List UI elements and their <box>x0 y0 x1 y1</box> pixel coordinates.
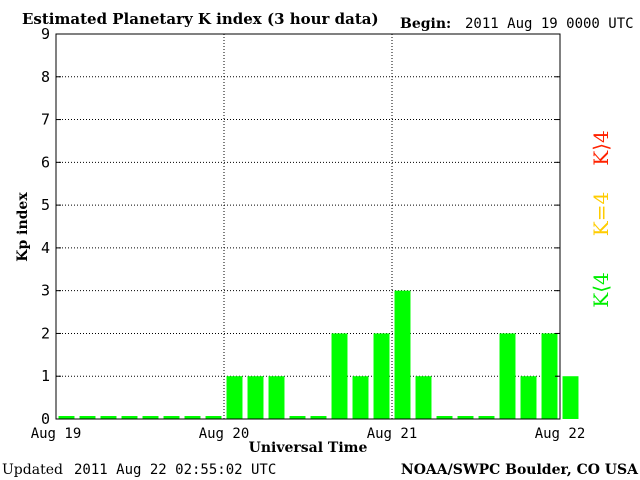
y-tick-label: 2 <box>41 324 50 342</box>
updated-value: 2011 Aug 22 02:55:02 UTC <box>74 462 276 478</box>
kp-bar <box>121 416 138 419</box>
legend-below-4: K⟨4 <box>589 272 613 307</box>
x-tick-label: Aug 19 <box>31 426 82 442</box>
kp-bar <box>415 376 432 419</box>
kp-bar <box>373 333 390 419</box>
kp-bar <box>436 416 453 419</box>
updated-label: Updated <box>2 462 63 478</box>
kp-bar <box>100 416 117 419</box>
y-tick-label: 7 <box>41 111 50 129</box>
x-axis: Aug 19 Aug 20 Aug 21 Aug 22 <box>31 426 586 442</box>
kp-bar <box>352 376 369 419</box>
x-tick-label: Aug 22 <box>535 426 586 442</box>
source-credit: NOAA/SWPC Boulder, CO USA <box>401 462 639 478</box>
x-axis-title: Universal Time <box>249 440 368 456</box>
chart-title: Estimated Planetary K index (3 hour data… <box>22 10 379 28</box>
kp-bar <box>478 416 495 419</box>
y-axis-title: Kp index <box>15 192 31 262</box>
kp-bar <box>310 416 327 419</box>
y-tick-label: 1 <box>41 367 50 385</box>
kp-bar <box>520 376 537 419</box>
y-tick-label: 0 <box>41 410 50 428</box>
y-axis: 0 1 2 3 4 5 6 7 8 9 <box>41 25 560 428</box>
kp-bar <box>58 416 75 419</box>
y-tick-label: 4 <box>41 239 50 257</box>
kp-bar <box>142 416 159 419</box>
y-tick-label: 3 <box>41 282 50 300</box>
kp-bar <box>457 416 474 419</box>
kp-bar <box>562 376 579 419</box>
kp-bar <box>226 376 243 419</box>
y-tick-label: 5 <box>41 196 50 214</box>
kp-bar <box>205 416 222 419</box>
bars <box>58 290 579 419</box>
kp-bar <box>394 290 411 419</box>
kp-bar <box>289 416 306 419</box>
kp-bar <box>541 333 558 419</box>
y-tick-label: 8 <box>41 68 50 86</box>
kp-bar <box>163 416 180 419</box>
y-tick-label: 9 <box>41 25 50 43</box>
kp-bar <box>499 333 516 419</box>
x-tick-label: Aug 20 <box>199 426 250 442</box>
legend: K⟨4 K=4 K⟩4 <box>589 130 613 307</box>
kp-bar <box>331 333 348 419</box>
plot-frame <box>55 33 561 420</box>
begin-value: 2011 Aug 19 0000 UTC <box>465 16 634 32</box>
kp-bar <box>268 376 285 419</box>
begin-label: Begin: <box>400 16 451 32</box>
legend-equal-4: K=4 <box>589 192 613 236</box>
x-tick-label: Aug 21 <box>367 426 418 442</box>
kp-bar <box>79 416 96 419</box>
legend-above-4: K⟩4 <box>589 130 613 165</box>
kp-bar <box>184 416 201 419</box>
y-tick-label: 6 <box>41 153 50 171</box>
kp-bar <box>247 376 264 419</box>
grid <box>56 34 560 419</box>
